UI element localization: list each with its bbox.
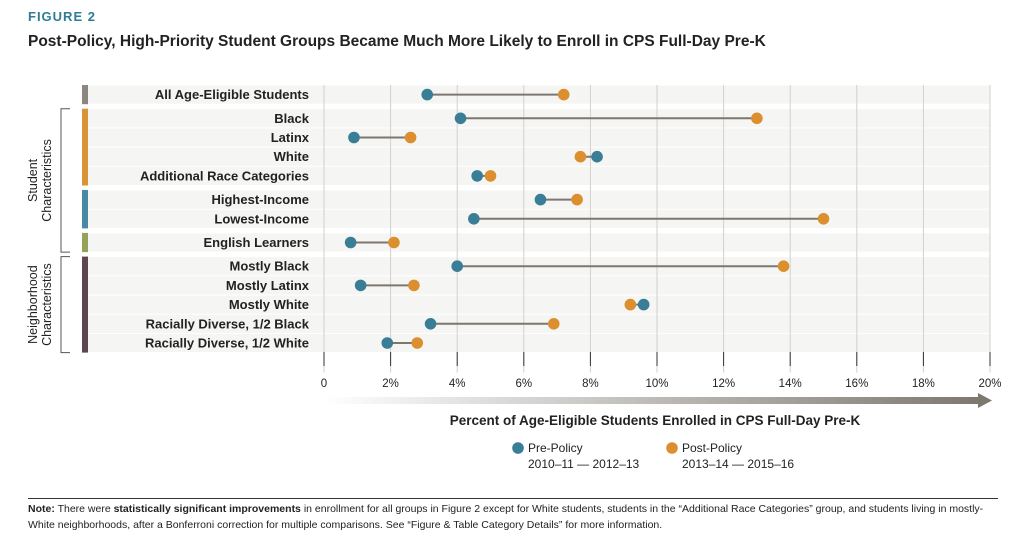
post-policy-point xyxy=(557,88,570,101)
pre-policy-point xyxy=(451,260,464,273)
row-band xyxy=(88,147,990,166)
pre-policy-point xyxy=(471,170,483,182)
post-policy-point xyxy=(408,279,420,292)
row-band xyxy=(88,233,990,252)
post-policy-point xyxy=(817,213,830,225)
legend-label: Pre-Policy xyxy=(528,441,583,455)
row-label: Lowest-Income xyxy=(214,211,309,226)
row-label: Mostly Black xyxy=(230,259,310,274)
post-policy-point xyxy=(388,236,400,249)
row-label: Black xyxy=(274,111,309,126)
post-policy-point xyxy=(751,112,763,125)
post-policy-point xyxy=(777,260,790,273)
footnote: Note: There were statistically significa… xyxy=(28,498,998,533)
row-label: Mostly Latinx xyxy=(226,278,310,293)
x-tick-label: 8% xyxy=(582,378,599,390)
row-label: Highest-Income xyxy=(211,192,309,207)
pre-policy-point xyxy=(424,318,437,330)
note-bold: statistically significant improvements xyxy=(113,503,301,515)
segment-color-bar xyxy=(82,256,88,353)
x-tick-label: 12% xyxy=(712,378,735,390)
pre-policy-point xyxy=(354,279,367,292)
row-band xyxy=(88,128,990,147)
row-label: English Learners xyxy=(204,235,309,250)
group-label: StudentCharacteristics xyxy=(26,139,54,222)
x-tick-label: 0 xyxy=(321,378,327,390)
segment-color-bar xyxy=(82,85,88,105)
note-text-1: There were xyxy=(54,503,114,515)
figure-label: FIGURE 2 xyxy=(28,9,96,24)
pre-policy-point xyxy=(454,112,467,125)
pre-policy-point xyxy=(637,298,650,311)
chart-title: Post-Policy, High-Priority Student Group… xyxy=(28,33,766,50)
group-bracket xyxy=(60,108,70,253)
post-policy-point xyxy=(547,318,560,330)
x-tick-label: 20% xyxy=(978,378,1001,390)
post-policy-point xyxy=(404,131,417,144)
x-tick-label: 4% xyxy=(449,378,466,390)
row-label: Latinx xyxy=(271,130,310,145)
row-label: Racially Diverse, 1/2 Black xyxy=(146,316,310,331)
axis-arrow-head xyxy=(978,393,992,408)
pre-policy-point xyxy=(591,150,603,163)
pre-policy-point xyxy=(348,131,360,144)
legend-sublabel: 2013–14 — 2015–16 xyxy=(682,457,794,471)
segment-color-bar xyxy=(82,232,88,253)
pre-policy-point xyxy=(344,236,357,249)
post-policy-point xyxy=(574,150,587,163)
group-label: NeighborhoodCharacteristics xyxy=(26,263,54,346)
row-label: White xyxy=(274,149,309,164)
row-label: Mostly White xyxy=(229,297,309,312)
legend-pre-marker xyxy=(512,442,524,454)
row-band xyxy=(88,166,990,185)
post-policy-point xyxy=(571,193,583,206)
x-tick-label: 16% xyxy=(845,378,868,390)
dumbbell-chart: 0 2% 4% 6% 8% 10% 12% 14% 16% 18% 20% All Age-Eligi… xyxy=(26,85,1002,471)
note-text-2: in enrollment for all groups in Figure 2… xyxy=(28,503,984,531)
post-policy-point xyxy=(411,337,424,349)
row-band xyxy=(88,295,990,314)
post-policy-point xyxy=(484,170,497,182)
segment-color-bar xyxy=(82,108,88,186)
x-tick-label: 10% xyxy=(645,378,668,390)
x-tick-label: 2% xyxy=(382,378,399,390)
pre-policy-point xyxy=(421,88,434,101)
row-label: Additional Race Categories xyxy=(140,168,309,183)
segment-color-bar xyxy=(82,190,88,229)
legend-post-marker xyxy=(666,442,678,454)
row-band xyxy=(88,333,990,353)
pre-policy-point xyxy=(468,213,480,225)
group-bracket xyxy=(60,256,70,354)
x-tick-label: 18% xyxy=(912,378,935,390)
note-lead: Note: xyxy=(28,503,55,515)
legend-label: Post-Policy xyxy=(682,441,742,455)
pre-policy-point xyxy=(381,337,394,349)
legend-sublabel: 2010–11 — 2012–13 xyxy=(528,457,640,471)
x-axis-label: Percent of Age-Eligible Students Enrolle… xyxy=(450,413,861,428)
post-policy-point xyxy=(624,298,637,311)
row-label: Racially Diverse, 1/2 White xyxy=(145,336,309,351)
pre-policy-point xyxy=(534,193,547,206)
row-band xyxy=(88,276,990,295)
row-label: All Age-Eligible Students xyxy=(155,87,309,102)
axis-arrow xyxy=(324,397,980,404)
x-tick-label: 14% xyxy=(779,378,802,390)
x-tick-label: 6% xyxy=(515,378,532,390)
